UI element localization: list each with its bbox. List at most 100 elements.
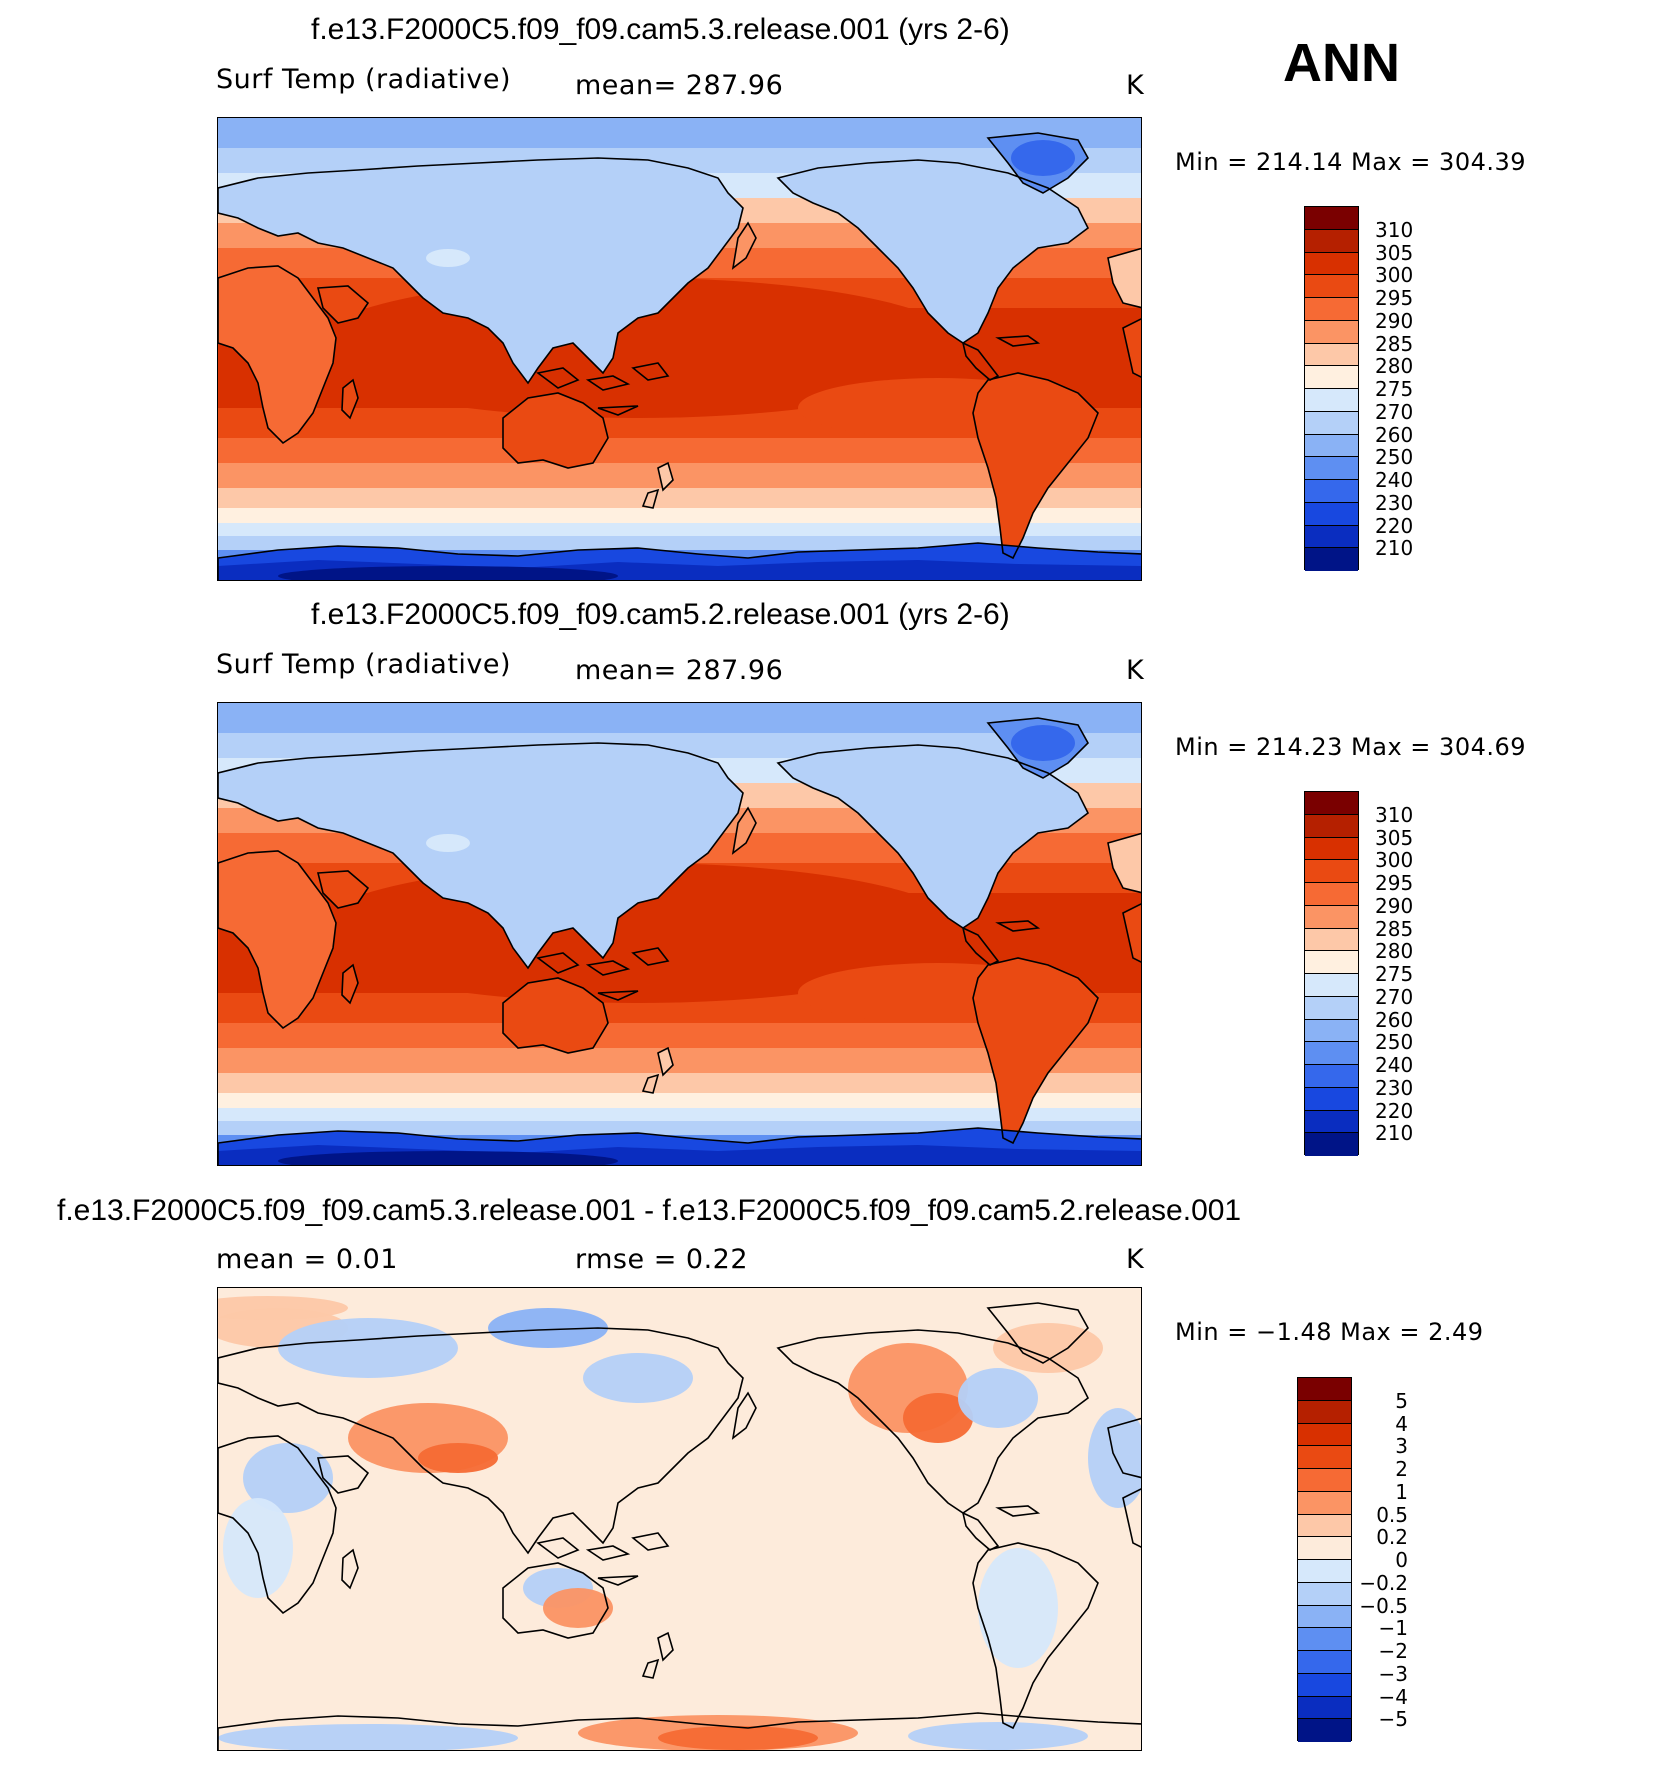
colorbar-box bbox=[1298, 1400, 1351, 1424]
colorbar-middle bbox=[1304, 791, 1359, 1156]
colorbar-box bbox=[1305, 883, 1358, 906]
colorbar-box bbox=[1298, 1673, 1351, 1697]
colorbar-tick-label: 0.5 bbox=[1376, 1502, 1408, 1527]
colorbar-box bbox=[1298, 1446, 1351, 1469]
colorbar-box bbox=[1305, 1019, 1358, 1043]
colorbar-box bbox=[1305, 320, 1358, 344]
colorbar-tick-label: 230 bbox=[1375, 1075, 1414, 1100]
colorbar-tick-label: 300 bbox=[1375, 848, 1414, 873]
colorbar-tick-label: 240 bbox=[1375, 468, 1414, 492]
colorbar-tick-label: 305 bbox=[1375, 825, 1414, 850]
mean-value-middle: mean= 287.96 bbox=[575, 655, 784, 686]
colorbar-box bbox=[1298, 1651, 1351, 1674]
colorbar-tick-label: −2 bbox=[1378, 1639, 1408, 1663]
temperature-map-middle bbox=[218, 703, 1141, 1165]
colorbar-tick-label: 310 bbox=[1375, 802, 1414, 827]
mean-value-bottom: mean = 0.01 bbox=[216, 1244, 398, 1275]
units-bottom: K bbox=[1126, 1244, 1145, 1275]
colorbar-box bbox=[1298, 1514, 1351, 1538]
colorbar-box bbox=[1305, 457, 1358, 480]
colorbar-box bbox=[1298, 1537, 1351, 1560]
colorbar-tick-label: 0.2 bbox=[1376, 1525, 1408, 1550]
colorbar-box bbox=[1298, 1628, 1351, 1651]
colorbar-box bbox=[1305, 525, 1358, 549]
colorbar-box bbox=[1305, 480, 1358, 503]
colorbar-box bbox=[1298, 1491, 1351, 1515]
colorbar-tick-label: 240 bbox=[1375, 1053, 1414, 1077]
colorbar-box bbox=[1305, 343, 1358, 367]
difference-map-bottom bbox=[218, 1288, 1141, 1750]
colorbar-box bbox=[1305, 1087, 1358, 1111]
colorbar-tick-label: −0.5 bbox=[1359, 1593, 1408, 1618]
units-top: K bbox=[1126, 70, 1145, 101]
mean-value-top: mean= 287.96 bbox=[575, 70, 784, 101]
colorbar-tick-label: 260 bbox=[1375, 422, 1414, 447]
colorbar-tick-label: −1 bbox=[1378, 1616, 1408, 1641]
colorbar-tick-label: 275 bbox=[1375, 377, 1414, 401]
colorbar-box bbox=[1298, 1423, 1351, 1447]
colorbar-bottom bbox=[1297, 1377, 1352, 1742]
colorbar-box bbox=[1298, 1605, 1351, 1629]
colorbar-tick-label: 250 bbox=[1375, 445, 1414, 470]
colorbar-tick-label: −4 bbox=[1378, 1684, 1408, 1709]
colorbar-box bbox=[1305, 1110, 1358, 1134]
colorbar-tick-label: 210 bbox=[1375, 1121, 1414, 1146]
colorbar-box bbox=[1298, 1582, 1351, 1606]
colorbar-tick-label: 5 bbox=[1395, 1388, 1408, 1413]
colorbar-tick-label: 3 bbox=[1395, 1434, 1408, 1459]
colorbar-tick-label: 300 bbox=[1375, 263, 1414, 288]
colorbar-tick-label: 210 bbox=[1375, 536, 1414, 561]
colorbar-box bbox=[1305, 298, 1358, 321]
colorbar-box bbox=[1305, 814, 1358, 838]
colorbar-box bbox=[1305, 792, 1358, 815]
colorbar-tick-label: 250 bbox=[1375, 1030, 1414, 1055]
colorbar-box bbox=[1305, 1042, 1358, 1065]
panel-title-top: f.e13.F2000C5.f09_f09.cam5.3.release.001… bbox=[311, 13, 1010, 46]
minmax-middle: Min = 214.23 Max = 304.69 bbox=[1175, 733, 1527, 761]
colorbar-tick-label: 2 bbox=[1395, 1457, 1408, 1481]
colorbar-box bbox=[1305, 434, 1358, 458]
minmax-bottom: Min = −1.48 Max = 2.49 bbox=[1175, 1318, 1484, 1346]
colorbar-tick-label: 295 bbox=[1375, 286, 1414, 310]
colorbar-tick-label: 290 bbox=[1375, 308, 1414, 333]
field-label-middle: Surf Temp (radiative) bbox=[216, 649, 512, 680]
colorbar-tick-label: 295 bbox=[1375, 871, 1414, 895]
rmse-value-bottom: rmse = 0.22 bbox=[575, 1244, 749, 1275]
colorbar-box bbox=[1305, 860, 1358, 883]
colorbar-box bbox=[1298, 1696, 1351, 1720]
colorbar-box bbox=[1298, 1560, 1351, 1583]
colorbar-tick-label: 1 bbox=[1395, 1479, 1408, 1504]
colorbar-tick-label: 220 bbox=[1375, 1098, 1414, 1123]
colorbar-box bbox=[1305, 1065, 1358, 1088]
colorbar-box bbox=[1305, 905, 1358, 929]
colorbar-box bbox=[1305, 502, 1358, 526]
season-label: ANN bbox=[1283, 33, 1400, 93]
colorbar-box bbox=[1298, 1719, 1351, 1742]
colorbar-box bbox=[1298, 1469, 1351, 1492]
colorbar-box bbox=[1305, 996, 1358, 1020]
colorbar-box bbox=[1305, 229, 1358, 253]
temperature-map-top bbox=[218, 118, 1141, 580]
colorbar-tick-label: 305 bbox=[1375, 240, 1414, 265]
field-label-top: Surf Temp (radiative) bbox=[216, 64, 512, 95]
colorbar-tick-label: −0.2 bbox=[1359, 1570, 1408, 1595]
colorbar-box bbox=[1305, 1133, 1358, 1156]
colorbar-box bbox=[1305, 207, 1358, 230]
colorbar-tick-label: −3 bbox=[1378, 1661, 1408, 1686]
panel-title-middle: f.e13.F2000C5.f09_f09.cam5.2.release.001… bbox=[311, 598, 1010, 631]
colorbar-tick-label: 220 bbox=[1375, 513, 1414, 538]
units-middle: K bbox=[1126, 655, 1145, 686]
colorbar-tick-label: 280 bbox=[1375, 939, 1414, 964]
colorbar-tick-label: 290 bbox=[1375, 893, 1414, 918]
colorbar-tick-label: 0 bbox=[1395, 1548, 1408, 1572]
colorbar-box bbox=[1305, 974, 1358, 997]
colorbar-tick-label: 310 bbox=[1375, 217, 1414, 242]
colorbar-box bbox=[1305, 548, 1358, 571]
colorbar-box bbox=[1305, 275, 1358, 298]
colorbar-box bbox=[1305, 928, 1358, 952]
map-bottom bbox=[217, 1287, 1142, 1751]
colorbar-tick-label: 270 bbox=[1375, 399, 1414, 424]
colorbar-tick-label: 275 bbox=[1375, 962, 1414, 986]
colorbar-box bbox=[1305, 837, 1358, 861]
colorbar-tick-label: 285 bbox=[1375, 331, 1414, 356]
